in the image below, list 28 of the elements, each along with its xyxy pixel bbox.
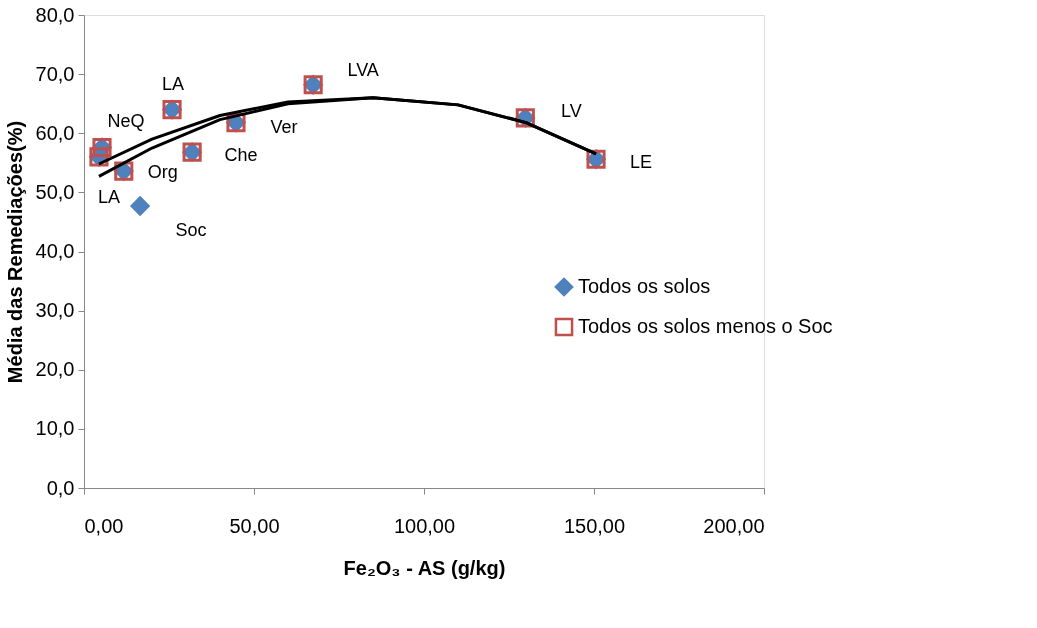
- y-tick-label: 30,0: [35, 299, 75, 322]
- annotation: LVA: [347, 59, 379, 80]
- x-tick-label: 50,00: [229, 514, 280, 537]
- annotation: LA: [162, 73, 185, 94]
- x-tick-label: 100,00: [393, 514, 456, 537]
- annotation: Org: [147, 162, 178, 183]
- y-tick-label: 0,0: [46, 476, 75, 499]
- y-tick-label: 50,0: [35, 180, 75, 203]
- x-tick-label: 150,00: [563, 514, 626, 537]
- annotation: Ver: [270, 116, 298, 137]
- x-tick-label: 0,00: [84, 514, 124, 537]
- annotation: LV: [560, 100, 582, 121]
- y-tick-label: 10,0: [35, 417, 75, 440]
- y-tick-label: 20,0: [35, 358, 75, 381]
- y-tick-label: 80,0: [35, 3, 75, 26]
- annotation: NeQ: [107, 111, 145, 132]
- y-axis-title: Média das Remediações(%): [3, 120, 26, 384]
- annotation: LA: [97, 186, 120, 207]
- legend-label: Todos os solos menos o Soc: [578, 315, 833, 337]
- y-tick-label: 40,0: [35, 240, 75, 262]
- x-axis-title: Fe₂O₃ - AS (g/kg): [343, 556, 506, 579]
- legend-label: Todos os solos: [578, 275, 711, 297]
- x-tick-label: 200,00: [703, 514, 765, 537]
- annotation: Che: [224, 145, 258, 166]
- annotation: LE: [630, 152, 653, 173]
- y-tick-label: 70,0: [35, 62, 75, 85]
- y-tick-label: 60,0: [35, 121, 75, 144]
- annotation: Soc: [175, 219, 207, 240]
